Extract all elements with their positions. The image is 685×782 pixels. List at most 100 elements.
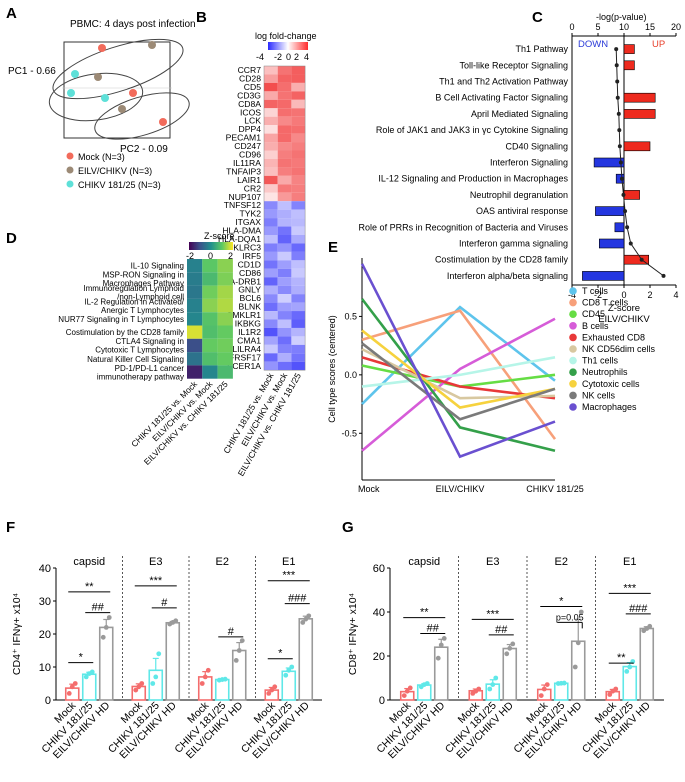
- pathway-heatmap-cell: [187, 298, 203, 313]
- data-point: [607, 692, 613, 697]
- pathway-row-label: IL-10 Signaling: [131, 262, 184, 271]
- gene-label: TNFAIP3: [226, 166, 261, 176]
- data-point: [424, 681, 430, 686]
- bar-y-tick-label: 30: [39, 596, 51, 608]
- pathway-label: Interferon gamma signaling: [459, 239, 568, 249]
- gene-label: CD86: [239, 268, 261, 278]
- fc-heatmap-cell: [264, 319, 278, 328]
- significance-label: **: [85, 581, 94, 593]
- bar: [570, 640, 586, 701]
- fc-heatmap-cell: [277, 91, 292, 100]
- fc-heatmap-cell: [264, 82, 278, 92]
- celltype-y-tick-label: 0.5: [344, 311, 357, 321]
- data-point: [504, 651, 510, 657]
- fc-heatmap-cell: [277, 235, 292, 244]
- celltype-legend-label: CD8 T cells: [582, 298, 629, 308]
- panel-c-label: C: [532, 9, 543, 26]
- gene-label: CD5: [244, 82, 261, 92]
- gene-label: BCL6: [240, 293, 262, 303]
- pathway-label: Costimulation by the CD28 family: [435, 255, 569, 265]
- pathway-heatmap-cell: [187, 338, 203, 353]
- significance-label: ***: [282, 570, 296, 582]
- fc-heatmap-cell: [264, 184, 278, 193]
- celltype-series-line: [361, 329, 556, 409]
- celltype-legend-label: Cytotoxic cells: [582, 379, 640, 389]
- fc-heatmap-cell: [264, 150, 278, 159]
- down-label: DOWN: [578, 39, 608, 50]
- fc-heatmap-cell: [264, 158, 278, 168]
- fc-heatmap-cell: [264, 209, 278, 219]
- pathway-label: April Mediated Signaling: [471, 109, 568, 119]
- panel-a-title: PBMC: 4 days post infection: [70, 19, 196, 30]
- fc-heatmap-cell: [291, 311, 306, 320]
- pvalue-point: [628, 241, 633, 246]
- fc-heatmap-cell: [277, 125, 292, 134]
- celltype-legend-swatch: [569, 298, 577, 307]
- celltype-legend-swatch: [569, 322, 577, 330]
- gene-label: HLA-DMA: [222, 226, 261, 236]
- fc-heatmap-cell: [291, 243, 306, 252]
- pathway-heatmap-cell: [187, 312, 203, 326]
- panel-c: C -log(p-value) 0 5 10 15 20 DOWN UP -4 -2 0 2 4 Z-s…: [359, 9, 681, 325]
- pathway-row-label: Natural Killer Cell Signaling: [87, 355, 184, 364]
- data-point: [103, 625, 109, 630]
- pathway-row-label: /non-Lymphoid cell: [117, 293, 184, 302]
- group-label: E2: [216, 556, 229, 568]
- pathway-heatmap-cell: [187, 352, 203, 366]
- fc-heatmap-cell: [291, 192, 306, 202]
- celltype-legend-label: Neutrophils: [582, 367, 628, 377]
- data-point: [202, 674, 208, 680]
- fc-heatmap-cell: [291, 218, 306, 227]
- data-point: [575, 640, 581, 646]
- panel-g-label: G: [342, 519, 354, 536]
- fc-heatmap-cell: [264, 201, 278, 210]
- pathway-label: Neutrophil degranulation: [470, 190, 568, 200]
- gene-label: HLA-DQA1: [218, 234, 261, 244]
- pca-point-eilv: [148, 41, 156, 49]
- data-point: [303, 616, 309, 622]
- fc-heatmap-cell: [264, 353, 278, 362]
- fc-heatmap-cell: [264, 251, 278, 261]
- data-point: [150, 681, 156, 686]
- celltype-legend-swatch: [569, 345, 577, 353]
- data-point: [283, 672, 289, 678]
- significance-label: **: [420, 607, 429, 619]
- pathway-heatmap-cell: [217, 352, 233, 366]
- data-point: [490, 682, 496, 687]
- significance-label: ***: [149, 575, 163, 587]
- fc-heatmap-cell: [264, 116, 278, 126]
- data-point: [441, 636, 447, 641]
- fc-heatmap-cell: [291, 82, 306, 92]
- data-point: [487, 686, 493, 692]
- pathway-label: Role of PRRs in Recognition of Bacteria …: [359, 222, 569, 232]
- group-label: E2: [555, 556, 568, 568]
- gene-label: KLRC3: [233, 242, 261, 252]
- zscore-bar: [623, 254, 650, 265]
- data-point: [624, 669, 630, 674]
- pvalue-point: [639, 257, 644, 262]
- fc-heatmap-cell: [277, 243, 292, 252]
- gene-label: IL1R2: [238, 327, 261, 337]
- gene-label: IKBKG: [235, 319, 262, 329]
- legend-swatch-mock: [66, 152, 74, 160]
- celltype-x-tick-label: CHIKV 181/25: [526, 484, 584, 494]
- celltype-series-line: [360, 263, 556, 459]
- fc-heatmap-border: [263, 65, 306, 371]
- pca-point-chikv: [67, 89, 75, 97]
- fc-heatmap-cell: [277, 99, 292, 109]
- celltype-series-line: [361, 347, 556, 400]
- pvalue-tick-label: 0: [569, 22, 574, 32]
- gene-label: LAIR1: [237, 175, 261, 185]
- significance-label: #: [228, 626, 235, 638]
- fc-heatmap-cell: [277, 184, 292, 193]
- fc-heatmap-cell: [291, 74, 306, 83]
- pathway-heatmap-cell: [202, 298, 218, 313]
- z-colorbar: [189, 242, 233, 250]
- pca-point-mock: [159, 118, 167, 126]
- gene-label: CCR7: [238, 65, 262, 75]
- data-point: [306, 613, 312, 619]
- data-point: [476, 686, 482, 692]
- fc-heatmap-cell: [264, 192, 278, 202]
